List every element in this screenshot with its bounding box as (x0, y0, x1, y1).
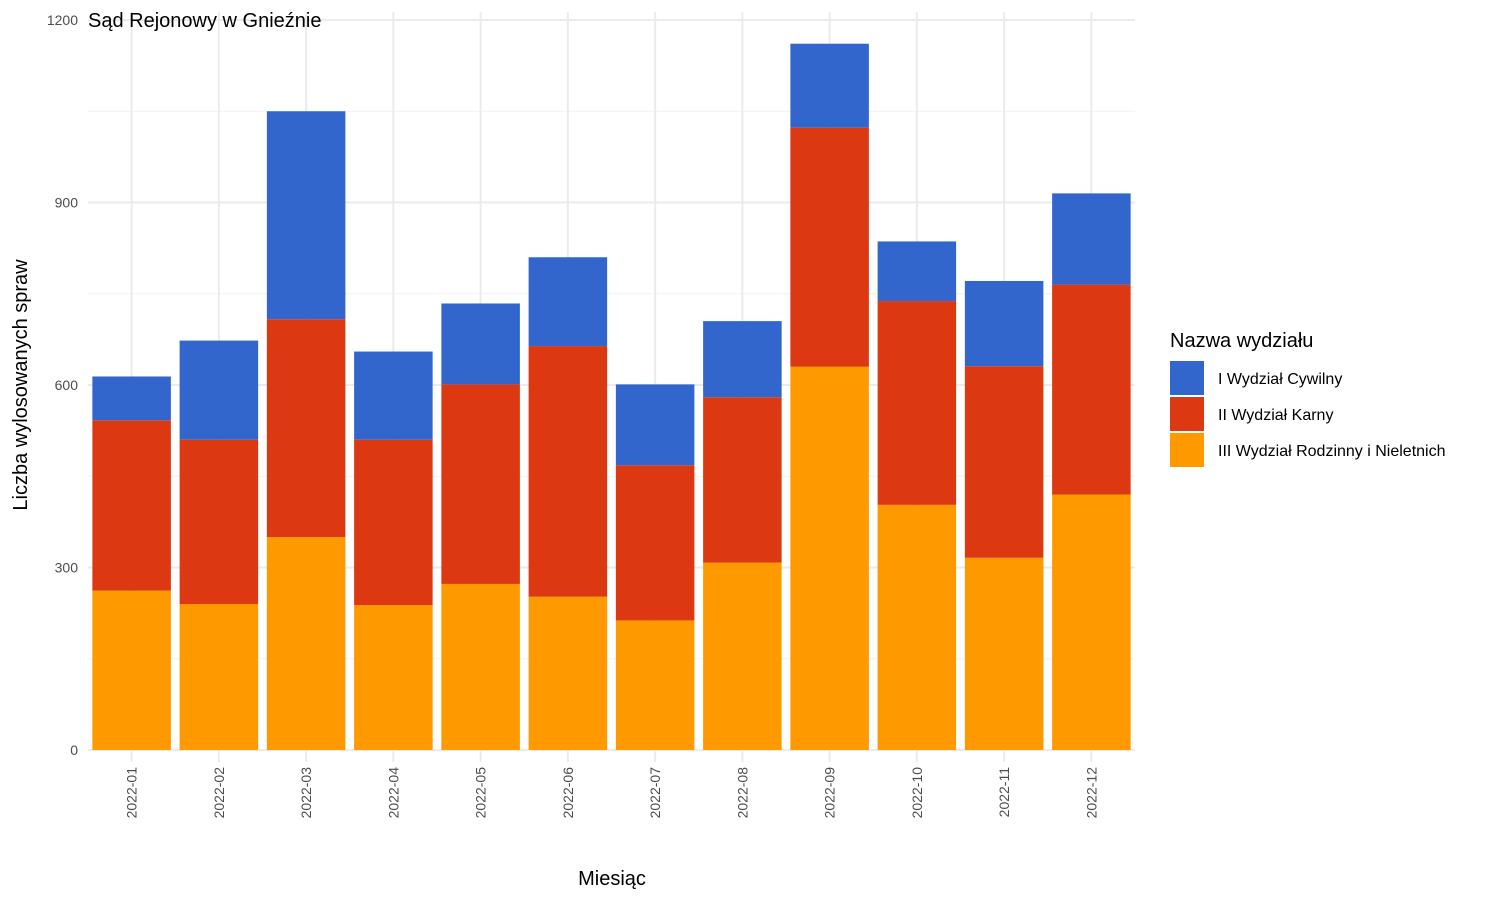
bar-segment (354, 605, 433, 750)
bar-segment (964, 557, 1044, 750)
bars-layer (92, 43, 1131, 750)
bar-segment (1052, 193, 1131, 285)
bar-segment (877, 241, 957, 302)
x-tick-label: 2022-05 (473, 767, 489, 819)
bar-segment (528, 257, 608, 347)
x-tick-label: 2022-06 (560, 767, 576, 819)
bar-segment (92, 590, 171, 750)
legend-swatch (1170, 397, 1204, 431)
x-axis-ticks: 2022-01 2022-02 2022-03 2022-04 2022-05 2022-… (124, 767, 1100, 819)
bar-segment (92, 376, 171, 421)
x-tick-label: 2022-10 (909, 767, 925, 819)
bar-segment (528, 346, 608, 597)
bar-segment (179, 340, 259, 440)
bar-segment (441, 583, 520, 750)
bar-segment (615, 384, 695, 466)
bar-segment (92, 420, 171, 591)
bar-segment (964, 280, 1044, 367)
legend: Nazwa wydziału I Wydział Cywilny II Wydzi… (1170, 330, 1446, 467)
bar-segment (877, 504, 957, 750)
bar-segment (441, 384, 520, 584)
y-tick-label: 900 (55, 195, 79, 211)
bar-segment (266, 537, 346, 750)
bar-segment (703, 562, 782, 750)
bar-segment (1052, 494, 1131, 750)
bar-segment (1052, 284, 1131, 495)
legend-label: II Wydział Karny (1218, 407, 1333, 424)
x-tick-label: 2022-11 (996, 767, 1012, 818)
x-axis-title: Miesiąc (578, 868, 646, 890)
x-tick-label: 2022-07 (647, 767, 663, 819)
legend-title: Nazwa wydziału (1170, 330, 1313, 352)
bar-segment (179, 604, 259, 750)
x-tick-label: 2022-01 (124, 767, 140, 819)
bar-segment (703, 321, 782, 398)
x-tick-label: 2022-03 (298, 767, 314, 819)
x-tick-label: 2022-08 (734, 767, 750, 819)
y-axis-ticks: 0 300 600 900 1200 (47, 12, 78, 758)
bar-segment (790, 366, 869, 750)
y-tick-label: 1200 (47, 12, 78, 28)
y-tick-label: 600 (55, 377, 79, 393)
bar-segment (266, 111, 346, 320)
bar-segment (354, 439, 433, 606)
bar-segment (703, 397, 782, 563)
bar-segment (179, 439, 259, 604)
bar-segment (615, 620, 695, 750)
y-tick-label: 0 (70, 742, 78, 758)
legend-label: III Wydział Rodzinny i Nieletnich (1218, 443, 1446, 460)
bar-segment (528, 596, 608, 750)
legend-items: I Wydział Cywilny II Wydział Karny III Wyd… (1170, 361, 1446, 467)
bar-segment (266, 319, 346, 538)
bar-segment (790, 43, 869, 128)
legend-swatch (1170, 433, 1204, 467)
x-tick-label: 2022-04 (385, 767, 401, 819)
bar-segment (615, 465, 695, 621)
bar-segment (354, 351, 433, 440)
x-tick-label: 2022-12 (1083, 767, 1099, 819)
bar-segment (790, 127, 869, 367)
x-tick-label: 2022-02 (211, 767, 227, 819)
legend-swatch (1170, 361, 1204, 395)
bar-segment (877, 301, 957, 505)
x-tick-label: 2022-09 (822, 767, 838, 819)
y-axis-title: Liczba wylosowanych spraw (10, 259, 32, 511)
bar-segment (441, 303, 520, 385)
bar-segment (964, 366, 1044, 558)
y-tick-label: 300 (55, 560, 79, 576)
chart-title: Sąd Rejonowy w Gnieźnie (88, 10, 321, 32)
legend-label: I Wydział Cywilny (1218, 371, 1342, 388)
